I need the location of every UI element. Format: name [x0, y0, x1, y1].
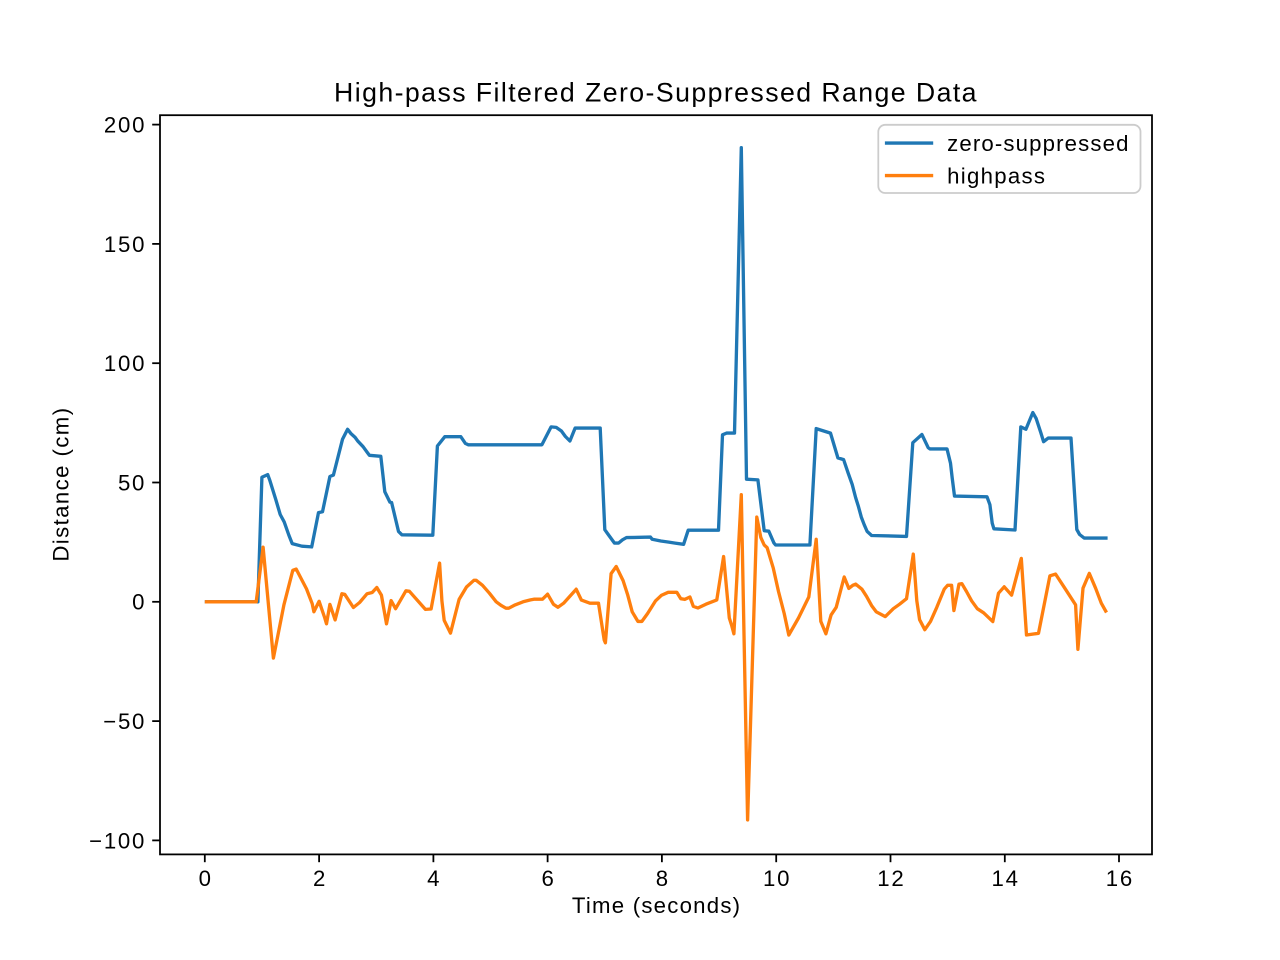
svg-text:14: 14 — [991, 866, 1019, 891]
svg-text:100: 100 — [104, 351, 146, 376]
svg-text:200: 200 — [104, 113, 146, 138]
svg-text:6: 6 — [541, 866, 555, 891]
svg-text:50: 50 — [118, 470, 146, 495]
svg-text:−100: −100 — [89, 828, 146, 853]
svg-text:16: 16 — [1106, 866, 1134, 891]
svg-text:High-pass Filtered Zero-Suppre: High-pass Filtered Zero-Suppressed Range… — [334, 78, 978, 108]
svg-text:Distance (cm): Distance (cm) — [48, 407, 73, 562]
svg-text:zero-suppressed: zero-suppressed — [947, 131, 1130, 156]
svg-text:150: 150 — [104, 232, 146, 257]
svg-text:8: 8 — [656, 866, 670, 891]
svg-text:12: 12 — [877, 866, 905, 891]
svg-text:−50: −50 — [103, 709, 146, 734]
svg-text:Time (seconds): Time (seconds) — [572, 893, 741, 918]
svg-text:0: 0 — [132, 590, 146, 615]
svg-text:highpass: highpass — [947, 164, 1046, 189]
svg-text:10: 10 — [763, 866, 791, 891]
svg-text:0: 0 — [199, 866, 213, 891]
svg-text:2: 2 — [313, 866, 327, 891]
svg-text:4: 4 — [427, 866, 441, 891]
